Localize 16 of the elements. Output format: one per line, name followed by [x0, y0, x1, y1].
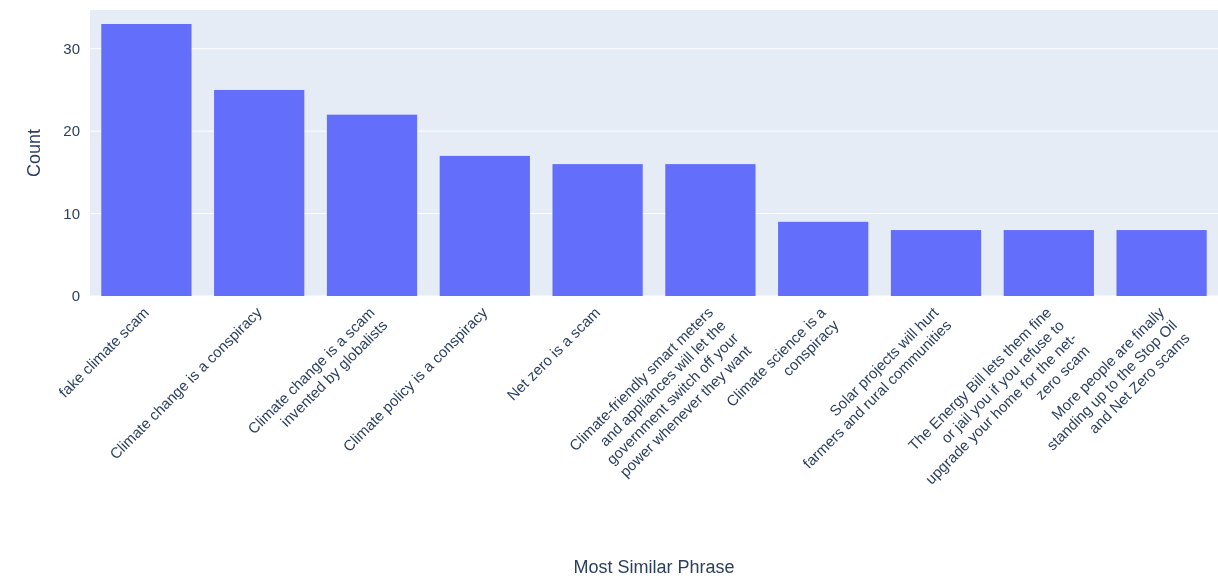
bar — [214, 89, 305, 296]
bar — [439, 155, 530, 296]
y-tick-label: 30 — [63, 39, 80, 57]
bar — [326, 114, 418, 296]
y-tick-label: 0 — [71, 287, 80, 305]
bar — [552, 164, 643, 296]
y-tick-label: 10 — [63, 204, 80, 222]
y-axis-title: Count — [24, 128, 44, 178]
bar — [1116, 230, 1207, 296]
bar — [778, 221, 869, 296]
bar — [1003, 230, 1094, 296]
y-tick-label: 20 — [63, 122, 80, 140]
bar — [890, 230, 982, 296]
bar — [665, 164, 756, 296]
bar — [101, 24, 192, 296]
x-axis-title: Most Similar Phrase — [573, 557, 735, 577]
